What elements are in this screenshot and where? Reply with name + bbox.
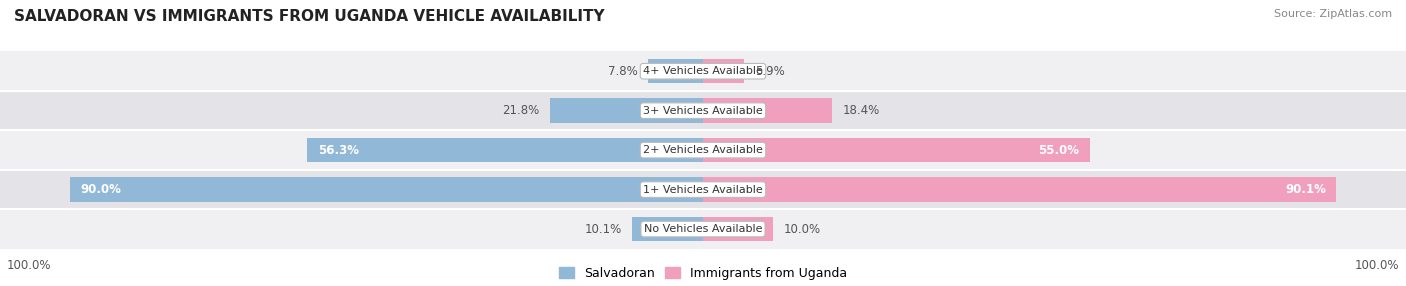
Text: 1+ Vehicles Available: 1+ Vehicles Available [643, 185, 763, 194]
Text: 21.8%: 21.8% [502, 104, 540, 117]
Bar [703, 177, 1336, 202]
Text: 100.0%: 100.0% [1354, 259, 1399, 273]
Bar [703, 138, 1090, 162]
Text: No Vehicles Available: No Vehicles Available [644, 224, 762, 234]
Bar [0, 130, 1406, 170]
Bar [703, 98, 832, 123]
Text: 55.0%: 55.0% [1038, 144, 1080, 157]
Text: 3+ Vehicles Available: 3+ Vehicles Available [643, 106, 763, 116]
Bar [0, 91, 1406, 130]
Text: 90.0%: 90.0% [82, 183, 122, 196]
Text: 10.0%: 10.0% [785, 223, 821, 236]
Bar [703, 217, 773, 241]
Text: 7.8%: 7.8% [607, 65, 638, 78]
Bar [550, 98, 703, 123]
Text: 4+ Vehicles Available: 4+ Vehicles Available [643, 66, 763, 76]
Bar [0, 209, 1406, 249]
Text: 100.0%: 100.0% [7, 259, 52, 273]
Bar [703, 59, 745, 84]
Text: SALVADORAN VS IMMIGRANTS FROM UGANDA VEHICLE AVAILABILITY: SALVADORAN VS IMMIGRANTS FROM UGANDA VEH… [14, 9, 605, 23]
Text: 5.9%: 5.9% [755, 65, 785, 78]
Bar [70, 177, 703, 202]
Text: 56.3%: 56.3% [318, 144, 359, 157]
Text: 18.4%: 18.4% [844, 104, 880, 117]
Text: 10.1%: 10.1% [585, 223, 621, 236]
Text: Source: ZipAtlas.com: Source: ZipAtlas.com [1274, 9, 1392, 19]
Bar [0, 170, 1406, 209]
Text: 2+ Vehicles Available: 2+ Vehicles Available [643, 145, 763, 155]
Legend: Salvadoran, Immigrants from Uganda: Salvadoran, Immigrants from Uganda [560, 267, 846, 280]
Bar [0, 51, 1406, 91]
Bar [648, 59, 703, 84]
Bar [633, 217, 703, 241]
Bar [308, 138, 703, 162]
Text: 90.1%: 90.1% [1285, 183, 1326, 196]
